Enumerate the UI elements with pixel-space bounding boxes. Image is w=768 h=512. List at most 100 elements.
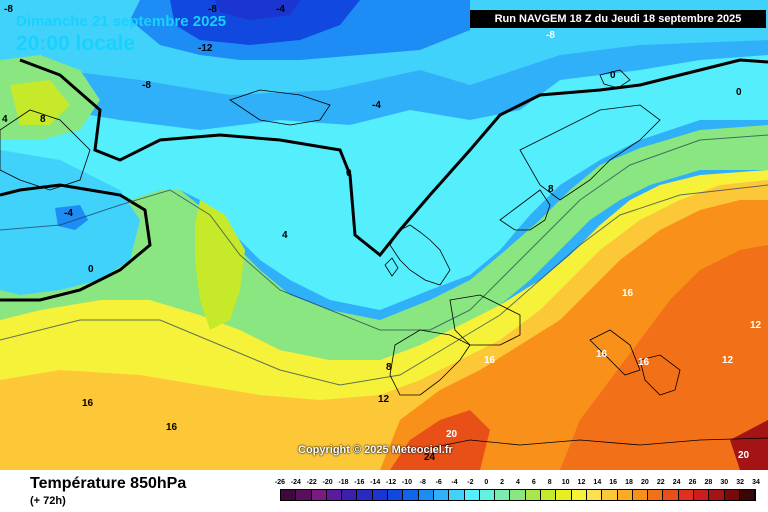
field-red [390, 410, 490, 470]
color-scale-label: 0 [484, 479, 489, 486]
contour-label: 12 [750, 320, 762, 331]
forecast-date: Dimanche 21 septembre 2025 [16, 13, 227, 30]
color-scale-label: 6 [531, 479, 536, 486]
color-scale-label: -18 [338, 479, 349, 486]
color-scale-swatch [418, 490, 434, 500]
color-scale-label: -14 [370, 479, 381, 486]
field-hot [730, 420, 768, 470]
color-scale-label: 4 [516, 479, 520, 486]
color-scale-swatch [281, 490, 297, 500]
contour-label: -8 [4, 4, 13, 15]
color-scale-swatch [648, 490, 664, 500]
contour-label: -8 [142, 80, 151, 91]
color-scale-swatch [663, 490, 679, 500]
coast-balkans [639, 354, 681, 396]
color-scale-label: 34 [752, 479, 760, 486]
color-scale-swatch [479, 490, 496, 500]
contour-label: 24 [424, 452, 436, 463]
color-scale-label: 14 [593, 479, 602, 486]
field-tongue [195, 200, 245, 330]
color-scale-label: 32 [736, 479, 745, 486]
contour-label: -4 [276, 4, 285, 15]
temperature-field: -8 -8 -4 -12 -8 -8 0 0 4 8 -4 -4 0 0 4 8… [0, 0, 768, 470]
color-scale-swatch [556, 490, 572, 500]
color-scale-swatch [296, 490, 312, 500]
model-run-label: Run NAVGEM 18 Z du Jeudi 18 septembre 20… [470, 10, 766, 28]
isotherm-zero-north [19, 58, 768, 258]
coast-ireland [384, 257, 399, 277]
contour-label: 16 [166, 422, 178, 433]
contour-label: 20 [446, 429, 458, 440]
contour-label: 4 [282, 230, 288, 241]
color-scale-label: 10 [561, 479, 570, 486]
color-scale-label: -20 [322, 479, 333, 486]
color-scale-swatch [510, 490, 526, 500]
color-scale-label: -4 [451, 479, 458, 486]
field-green [0, 125, 768, 360]
color-scale-swatch [342, 490, 358, 500]
lead-time: (+ 72h) [30, 495, 66, 507]
color-scale-label: 26 [688, 479, 697, 486]
parameter-title: Température 850hPa [30, 475, 187, 492]
color-scale-label: 28 [704, 479, 713, 486]
color-scale-label: -22 [306, 479, 317, 486]
coast-denmark [499, 189, 551, 231]
contour-label: 0 [88, 264, 94, 275]
color-scale-swatch [449, 490, 465, 500]
color-scale-label: -16 [354, 479, 365, 486]
contour-label: 8 [40, 114, 46, 125]
coast-france [449, 294, 521, 346]
temperature-map: -8 -8 -4 -12 -8 -8 0 0 4 8 -4 -4 0 0 4 8… [0, 0, 768, 470]
color-scale-label: -10 [401, 479, 412, 486]
color-scale-swatch [617, 490, 633, 500]
contour-label: 16 [82, 398, 94, 409]
contour-label: 8 [386, 362, 392, 373]
coast-scandinavia [519, 104, 661, 201]
contour-label: 0 [736, 87, 742, 98]
color-scale-swatch [326, 490, 343, 500]
coast-uk [389, 224, 451, 286]
coast-svalbard [599, 69, 631, 89]
color-scale-label: 22 [656, 479, 665, 486]
color-scale-label: 12 [577, 479, 586, 486]
color-scale-swatch [388, 490, 404, 500]
color-scale-label: -8 [419, 479, 426, 486]
color-scale-label: -12 [386, 479, 397, 486]
color-scale-swatch [495, 490, 511, 500]
contour-label: 16 [638, 357, 650, 368]
contour-label: -4 [64, 208, 73, 219]
field-cold-core-12 [170, 0, 360, 45]
color-scale-swatch [311, 490, 327, 500]
forecast-time: 20:00 locale [16, 32, 136, 55]
coast-iceland [229, 89, 331, 126]
color-scale-swatch [724, 490, 740, 500]
color-scale-swatch [632, 490, 649, 500]
contour-label: 20 [738, 450, 750, 461]
coast-north-africa [419, 437, 768, 451]
color-scale-label: -6 [435, 479, 442, 486]
contour-label: -8 [546, 30, 555, 41]
contour-label: 16 [484, 355, 496, 366]
color-scale-label: 30 [720, 479, 729, 486]
contour-label: 0 [610, 70, 616, 81]
color-scale-swatch [541, 490, 557, 500]
contour-label: -8 [208, 4, 217, 15]
contour-labels: -8 -8 -4 -12 -8 -8 0 0 4 8 -4 -4 0 0 4 8… [2, 4, 762, 463]
contour-label: -12 [198, 43, 213, 54]
contour-label: 16 [622, 288, 634, 299]
color-scale-swatch [571, 490, 587, 500]
color-scale-swatch [709, 490, 725, 500]
contour-label: 16 [596, 349, 608, 360]
contour-label: -4 [372, 100, 381, 111]
contour-label: 12 [378, 394, 390, 405]
isotherm-4 [0, 134, 768, 331]
field-cyan [0, 55, 768, 310]
coast-iberia [389, 329, 471, 396]
isotherm-zero-west [0, 183, 152, 302]
color-scale-label: 18 [625, 479, 633, 486]
color-scale-label: 20 [641, 479, 649, 486]
color-scale-bar [280, 489, 756, 501]
contour-label: 8 [548, 184, 554, 195]
color-scale-label: -26 [274, 479, 286, 486]
color-scale-swatch [694, 490, 710, 500]
